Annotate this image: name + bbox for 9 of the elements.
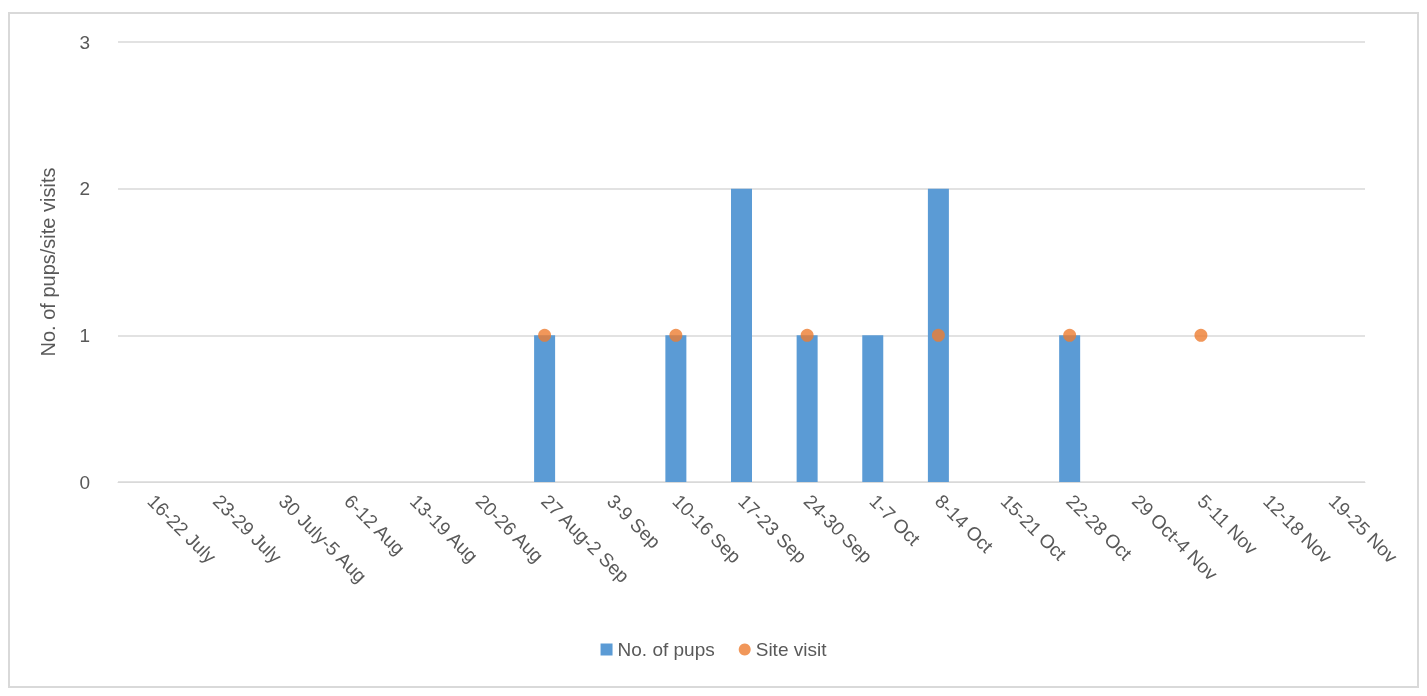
x-tick-label: 1-7 Oct [865,490,925,550]
legend-label: Site visit [755,639,828,660]
y-tick-label: 3 [79,31,90,53]
legend-label: No. of pups [617,639,715,660]
y-tick-label: 1 [79,324,90,346]
y-tick-label: 0 [79,471,90,493]
y-axis-title: No. of pups/site visits [37,167,59,357]
x-tick-label: 3-9 Sep [602,490,665,553]
y-tick-label: 2 [79,178,90,200]
